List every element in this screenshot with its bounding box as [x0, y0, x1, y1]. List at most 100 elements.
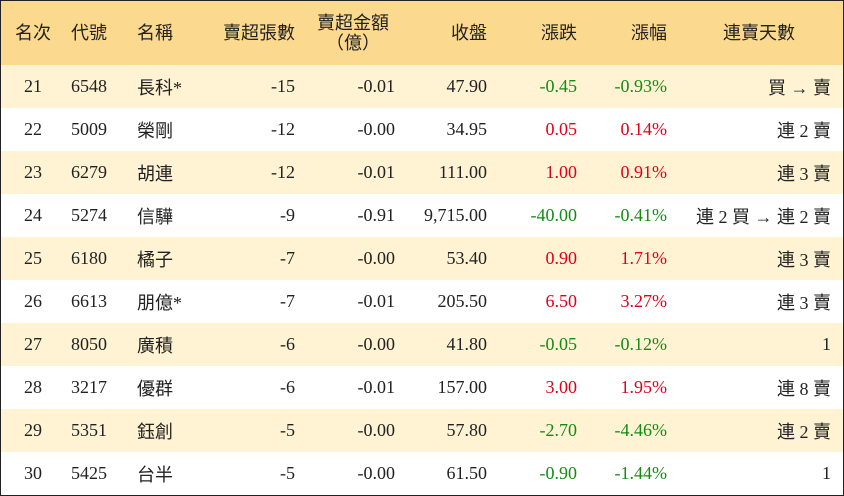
net-sell-lots-cell: -5	[280, 420, 295, 440]
close-price-cell: 57.80	[446, 420, 488, 440]
net-sell-lots-cell: -6	[280, 334, 295, 354]
change-pct-cell: -0.93%	[614, 76, 668, 96]
header-code: 代號	[71, 23, 107, 43]
name-cell: 鈺創	[137, 421, 173, 442]
code-cell: 6180	[71, 248, 107, 268]
change-cell: 0.90	[545, 248, 578, 268]
rank-cell: 25	[24, 248, 42, 268]
net-sell-amount-cell: -0.01	[357, 76, 396, 96]
name-cell: 長科*	[137, 77, 182, 98]
table-row: 23 6279 胡連 -12 -0.01 111.00 1.00 0.91% 連 3 賣	[1, 151, 843, 194]
rank-cell: 22	[24, 119, 42, 139]
table-row: 30 5425 台半 -5 -0.00 61.50 -0.90 -1.44% 1	[1, 452, 843, 495]
streak-cell: 連 2 買 → 連 2 賣	[696, 206, 831, 227]
name-cell: 橘子	[137, 249, 173, 270]
net-sell-amount-cell: -0.00	[357, 119, 396, 139]
code-cell: 6279	[71, 162, 107, 182]
table-row: 25 6180 橘子 -7 -0.00 53.40 0.90 1.71% 連 3 賣	[1, 237, 843, 280]
code-cell: 8050	[71, 334, 107, 354]
name-cell: 廣積	[137, 335, 173, 356]
change-cell: -0.90	[539, 463, 578, 483]
code-cell: 5425	[71, 463, 107, 483]
change-cell: 0.05	[545, 119, 578, 139]
net-sell-lots-cell: -12	[271, 119, 295, 139]
name-cell: 優群	[137, 378, 173, 399]
change-pct-cell: 1.95%	[620, 377, 668, 397]
header-net-sell-amount: 賣超金額 （億）	[303, 1, 403, 65]
code-cell: 3217	[71, 377, 107, 397]
code-cell: 5274	[71, 205, 107, 225]
table-row: 21 6548 長科* -15 -0.01 47.90 -0.45 -0.93% 買 → 賣	[1, 65, 843, 108]
change-pct-cell: -1.44%	[614, 463, 668, 483]
change-pct-cell: 1.71%	[620, 248, 668, 268]
streak-cell: 買 → 賣	[768, 77, 831, 98]
rank-cell: 28	[24, 377, 42, 397]
code-cell: 6548	[71, 76, 107, 96]
name-cell: 信驊	[137, 206, 173, 227]
rank-cell: 30	[24, 463, 42, 483]
net-sell-lots-cell: -7	[280, 248, 295, 268]
name-cell: 朋億*	[137, 292, 182, 313]
net-sell-lots-cell: -9	[280, 205, 295, 225]
change-pct-cell: -0.12%	[614, 334, 668, 354]
code-cell: 6613	[71, 291, 107, 311]
streak-cell: 連 8 賣	[777, 378, 831, 399]
net-sell-amount-cell: -0.00	[357, 463, 396, 483]
close-price-cell: 34.95	[446, 119, 488, 139]
table-header-row: 名次 代號 名稱 賣超張數 賣超金額 （億） 收盤 漲跌 漲幅 連賣天數	[1, 1, 843, 65]
header-change-pct: 漲幅	[631, 23, 667, 43]
close-price-cell: 41.80	[446, 334, 488, 354]
net-sell-amount-cell: -0.00	[357, 420, 396, 440]
change-pct-cell: -4.46%	[614, 420, 668, 440]
header-net-sell-lots: 賣超張數	[223, 23, 295, 43]
close-price-cell: 9,715.00	[424, 205, 487, 225]
change-cell: -0.05	[539, 334, 578, 354]
header-close: 收盤	[451, 23, 487, 43]
header-streak: 連賣天數	[723, 23, 795, 43]
code-cell: 5009	[71, 119, 107, 139]
net-sell-amount-cell: -0.01	[357, 291, 396, 311]
table-row: 26 6613 朋億* -7 -0.01 205.50 6.50 3.27% 連 3 賣	[1, 280, 843, 323]
net-sell-amount-cell: -0.01	[357, 377, 396, 397]
change-cell: 3.00	[545, 377, 578, 397]
change-pct-cell: 3.27%	[620, 291, 668, 311]
header-net-sell-amount-line2: （億）	[326, 33, 380, 53]
streak-cell: 連 2 賣	[777, 421, 831, 442]
rank-cell: 24	[24, 205, 42, 225]
streak-cell: 連 3 賣	[777, 249, 831, 270]
header-rank: 名次	[15, 23, 51, 43]
change-cell: -40.00	[530, 205, 578, 225]
close-price-cell: 53.40	[446, 248, 488, 268]
close-price-cell: 111.00	[438, 162, 487, 182]
change-cell: 1.00	[545, 162, 578, 182]
streak-cell: 1	[822, 463, 831, 483]
code-cell: 5351	[71, 420, 107, 440]
change-cell: -0.45	[539, 76, 578, 96]
close-price-cell: 61.50	[446, 463, 488, 483]
change-pct-cell: 0.91%	[620, 162, 668, 182]
net-sell-lots-cell: -7	[280, 291, 295, 311]
streak-cell: 連 3 賣	[777, 292, 831, 313]
net-sell-amount-cell: -0.00	[357, 334, 396, 354]
rank-cell: 26	[24, 291, 42, 311]
rank-cell: 29	[24, 420, 42, 440]
net-sell-amount-cell: -0.01	[357, 162, 396, 182]
close-price-cell: 205.50	[437, 291, 488, 311]
table-row: 27 8050 廣積 -6 -0.00 41.80 -0.05 -0.12% 1	[1, 323, 843, 366]
streak-cell: 1	[822, 334, 831, 354]
table-row: 29 5351 鈺創 -5 -0.00 57.80 -2.70 -4.46% 連 2 賣	[1, 409, 843, 452]
net-sell-lots-cell: -5	[280, 463, 295, 483]
header-net-sell-amount-line1: 賣超金額	[317, 13, 389, 33]
table-row: 28 3217 優群 -6 -0.01 157.00 3.00 1.95% 連 8 賣	[1, 366, 843, 409]
name-cell: 胡連	[137, 163, 173, 184]
table-row: 22 5009 榮剛 -12 -0.00 34.95 0.05 0.14% 連 2 賣	[1, 108, 843, 151]
name-cell: 台半	[137, 464, 173, 485]
header-name: 名稱	[137, 23, 173, 43]
net-sell-lots-cell: -15	[271, 76, 295, 96]
change-cell: -2.70	[539, 420, 578, 440]
name-cell: 榮剛	[137, 120, 173, 141]
close-price-cell: 47.90	[446, 76, 488, 96]
change-pct-cell: 0.14%	[620, 119, 668, 139]
net-sell-amount-cell: -0.00	[357, 248, 396, 268]
